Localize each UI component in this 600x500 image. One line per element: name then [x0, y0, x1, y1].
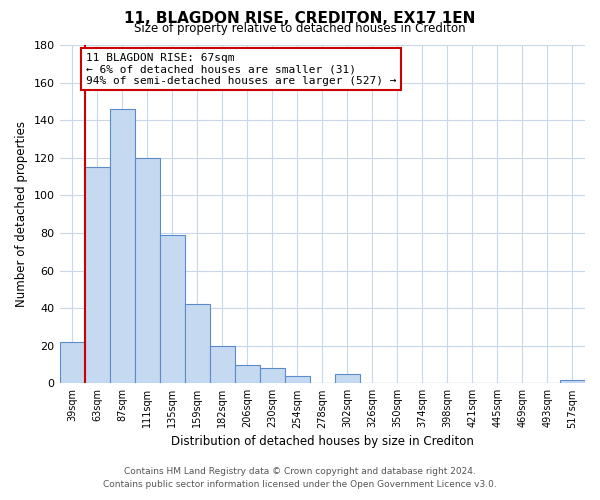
- Bar: [235, 364, 260, 384]
- Text: Size of property relative to detached houses in Crediton: Size of property relative to detached ho…: [134, 22, 466, 35]
- Bar: [134, 158, 160, 384]
- Bar: [260, 368, 285, 384]
- Bar: [209, 346, 235, 384]
- Bar: [335, 374, 360, 384]
- Text: 11 BLAGDON RISE: 67sqm
← 6% of detached houses are smaller (31)
94% of semi-deta: 11 BLAGDON RISE: 67sqm ← 6% of detached …: [86, 52, 397, 86]
- Text: Contains HM Land Registry data © Crown copyright and database right 2024.
Contai: Contains HM Land Registry data © Crown c…: [103, 468, 497, 489]
- Bar: [185, 304, 209, 384]
- Y-axis label: Number of detached properties: Number of detached properties: [15, 121, 28, 307]
- Bar: [110, 109, 134, 384]
- Bar: [285, 376, 310, 384]
- Bar: [560, 380, 585, 384]
- Bar: [85, 167, 110, 384]
- X-axis label: Distribution of detached houses by size in Crediton: Distribution of detached houses by size …: [171, 434, 474, 448]
- Bar: [160, 235, 185, 384]
- Bar: [59, 342, 85, 384]
- Text: 11, BLAGDON RISE, CREDITON, EX17 1EN: 11, BLAGDON RISE, CREDITON, EX17 1EN: [124, 11, 476, 26]
